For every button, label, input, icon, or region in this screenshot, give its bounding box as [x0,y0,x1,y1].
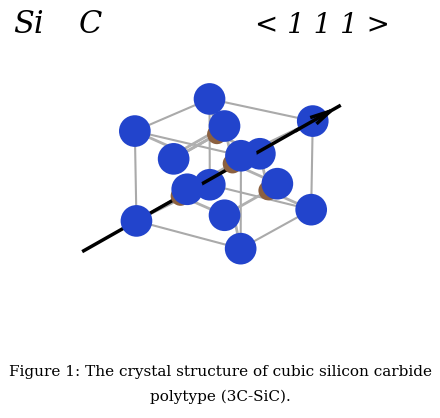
Text: < 1 1 1 >: < 1 1 1 > [255,13,390,39]
Text: polytype (3C-SiC).: polytype (3C-SiC). [150,390,290,404]
Text: C: C [79,10,103,41]
Text: Figure 1: The crystal structure of cubic silicon carbide: Figure 1: The crystal structure of cubic… [8,365,432,379]
Text: Si: Si [13,10,44,41]
